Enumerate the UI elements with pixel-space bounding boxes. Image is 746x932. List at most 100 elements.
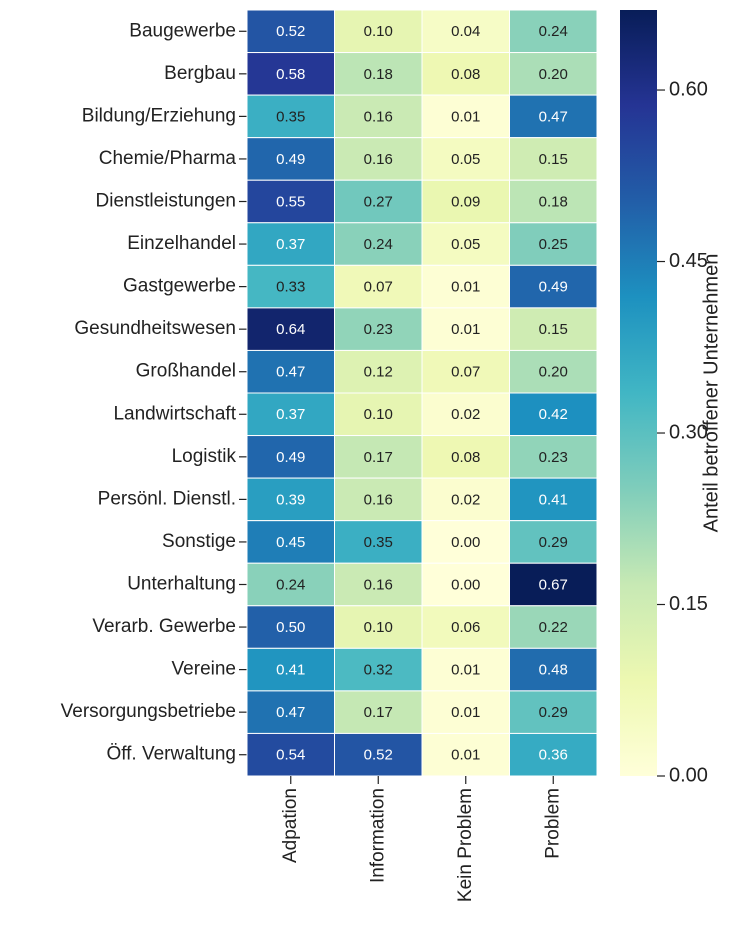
cell-label: 0.18 xyxy=(364,66,393,83)
cell-label: 0.50 xyxy=(276,619,305,636)
y-tick-label: Gesundheitswesen xyxy=(74,318,236,339)
colorbar xyxy=(620,10,657,776)
cell-label: 0.37 xyxy=(276,406,305,423)
y-tick-label: Großhandel xyxy=(136,361,236,382)
cell-label: 0.10 xyxy=(364,619,393,636)
cell-label: 0.24 xyxy=(364,236,393,253)
cell-label: 0.58 xyxy=(276,66,305,83)
cell-label: 0.36 xyxy=(539,747,568,764)
cell-label: 0.10 xyxy=(364,406,393,423)
cell-label: 0.67 xyxy=(539,576,568,593)
heatmap-cell xyxy=(246,562,335,607)
cell-label: 0.18 xyxy=(539,193,568,210)
cell-label: 0.08 xyxy=(451,449,480,466)
cell-label: 0.35 xyxy=(364,534,393,551)
heatmap-cell xyxy=(509,264,598,309)
cell-label: 0.06 xyxy=(451,619,480,636)
cell-label: 0.49 xyxy=(276,449,305,466)
x-tick-label: Adpation xyxy=(280,788,301,863)
cell-label: 0.10 xyxy=(364,23,393,40)
cell-label: 0.39 xyxy=(276,491,305,508)
heatmap-cell xyxy=(421,222,510,266)
y-tick-label: Sonstige xyxy=(162,531,236,552)
cell-label: 0.01 xyxy=(451,279,480,296)
cell-label: 0.16 xyxy=(364,108,393,125)
cell-label: 0.16 xyxy=(364,151,393,168)
heatmap-cell xyxy=(509,179,598,224)
cell-label: 0.00 xyxy=(451,576,480,593)
heatmap-cell xyxy=(334,647,423,692)
cell-label: 0.25 xyxy=(539,236,568,253)
y-tick-label: Versorgungsbetriebe xyxy=(61,701,236,722)
cell-label: 0.29 xyxy=(539,534,568,551)
heatmap-cell xyxy=(334,520,423,564)
cell-label: 0.17 xyxy=(364,449,393,466)
cell-label: 0.07 xyxy=(364,279,393,296)
heatmap-cell xyxy=(246,392,335,437)
heatmap-cell xyxy=(246,690,335,734)
y-tick-label: Verarb. Gewerbe xyxy=(92,616,236,637)
cell-label: 0.47 xyxy=(276,364,305,381)
cell-label: 0.16 xyxy=(364,576,393,593)
cell-label: 0.12 xyxy=(364,364,393,381)
cell-label: 0.05 xyxy=(451,236,480,253)
y-tick-label: Unterhaltung xyxy=(127,574,236,595)
cell-label: 0.49 xyxy=(539,279,568,296)
cell-label: 0.54 xyxy=(276,747,305,764)
heatmap-cell xyxy=(246,349,335,394)
heatmap-cell xyxy=(421,52,510,96)
cell-label: 0.64 xyxy=(276,321,305,338)
colorbar-tick-label: 0.45 xyxy=(669,250,708,272)
cell-label: 0.23 xyxy=(539,449,568,466)
heatmap-cell xyxy=(509,520,598,564)
cell-label: 0.27 xyxy=(364,193,393,210)
heatmap-cell xyxy=(421,435,510,479)
cell-label: 0.47 xyxy=(276,704,305,721)
cell-label: 0.49 xyxy=(276,151,305,168)
heatmap-cell xyxy=(509,477,598,522)
heatmap-cell xyxy=(509,605,598,649)
colorbar-tick-label: 0.30 xyxy=(669,421,708,443)
colorbar-tick-label: 0.60 xyxy=(669,78,708,100)
cell-label: 0.24 xyxy=(276,576,305,593)
cell-label: 0.52 xyxy=(364,747,393,764)
heatmap-cell xyxy=(421,690,510,734)
heatmap-cell xyxy=(246,435,335,479)
heatmap-cell xyxy=(334,179,423,224)
heatmap-cell xyxy=(421,520,510,564)
heatmap-cell xyxy=(509,307,598,351)
cell-label: 0.20 xyxy=(539,66,568,83)
cell-label: 0.04 xyxy=(451,23,480,40)
cell-label: 0.41 xyxy=(276,662,305,679)
cell-label: 0.08 xyxy=(451,66,480,83)
y-tick-label: Öff. Verwaltung xyxy=(106,744,236,765)
cell-label: 0.01 xyxy=(451,321,480,338)
heatmap-cell xyxy=(509,732,598,777)
cell-label: 0.23 xyxy=(364,321,393,338)
x-tick-label: Information xyxy=(367,788,388,883)
cell-label: 0.15 xyxy=(539,151,568,168)
y-tick-label: Logistik xyxy=(172,446,237,467)
colorbar-tick-label: 0.15 xyxy=(669,593,708,615)
cell-label: 0.01 xyxy=(451,747,480,764)
colorbar-label: Anteil betroffener Unternehmen xyxy=(700,254,722,533)
cell-label: 0.22 xyxy=(539,619,568,636)
heatmap-cell xyxy=(246,222,335,266)
heatmap-cell xyxy=(509,222,598,266)
heatmap-cell xyxy=(334,392,423,437)
heatmap-cell xyxy=(246,94,335,139)
heatmap-cell xyxy=(509,435,598,479)
colorbar-tick-label: 0.00 xyxy=(669,764,708,786)
heatmap-cell xyxy=(509,94,598,139)
heatmap-cell xyxy=(421,562,510,607)
heatmap-cell xyxy=(246,605,335,649)
heatmap-cell xyxy=(509,9,598,54)
heatmap-cell xyxy=(334,690,423,734)
cell-label: 0.16 xyxy=(364,491,393,508)
heatmap-cell xyxy=(334,732,423,777)
cell-label: 0.01 xyxy=(451,662,480,679)
heatmap-cell xyxy=(246,307,335,351)
heatmap-cell xyxy=(334,605,423,649)
y-tick-label: Bildung/Erziehung xyxy=(82,105,236,126)
